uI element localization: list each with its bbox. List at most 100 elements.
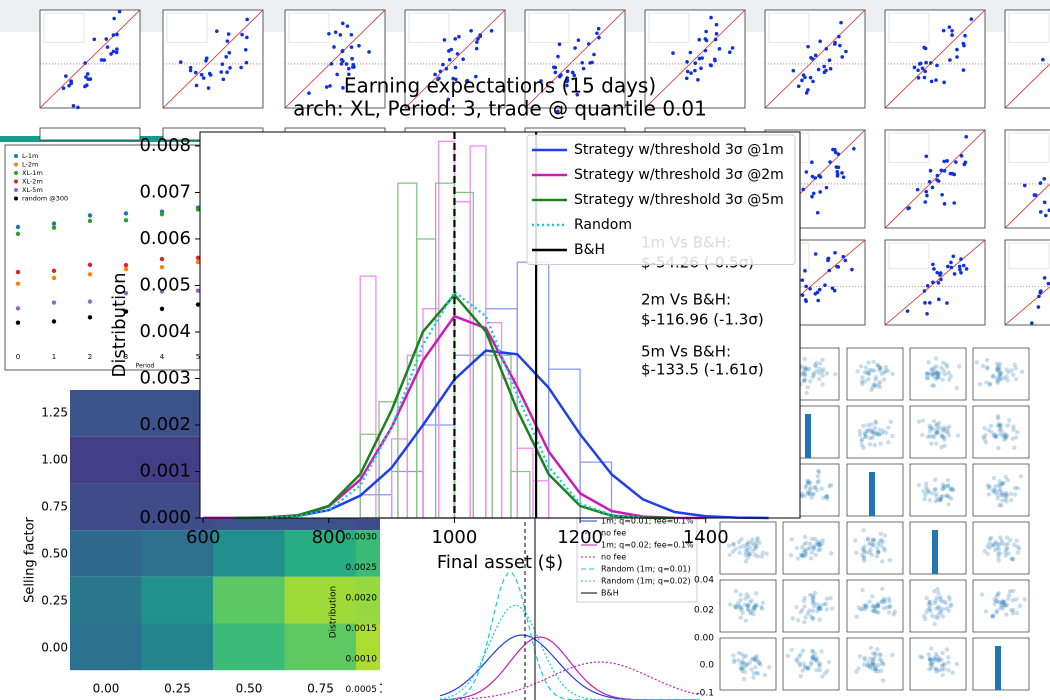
y-tick-label: 0.02 bbox=[694, 606, 714, 616]
pair-dot bbox=[753, 654, 758, 660]
pair-dot bbox=[986, 427, 991, 433]
legend-label: XL-1m bbox=[22, 169, 43, 177]
pair-dot bbox=[933, 657, 939, 662]
thumbnail-dot bbox=[328, 84, 332, 88]
pair-dot bbox=[876, 604, 881, 609]
pair-dot bbox=[814, 360, 819, 366]
pair-dot bbox=[869, 422, 874, 427]
pair-dot bbox=[825, 496, 830, 502]
pair-cell bbox=[846, 579, 904, 633]
thumbnail-frame bbox=[39, 127, 141, 141]
pair-dot bbox=[996, 483, 1001, 488]
pair-dot bbox=[744, 542, 750, 547]
pair-dot bbox=[859, 438, 864, 444]
pair-dot bbox=[931, 435, 937, 440]
thumbnail-dot bbox=[810, 160, 814, 164]
pair-dot bbox=[881, 606, 887, 611]
thumbnail-dot bbox=[178, 60, 183, 64]
thumbnail-dot bbox=[823, 283, 827, 287]
thumbnail bbox=[162, 9, 264, 109]
thumbnail-dot bbox=[220, 62, 225, 66]
pair-dot bbox=[736, 658, 741, 663]
thumbnail-dot bbox=[922, 75, 927, 80]
pair-dot bbox=[999, 538, 1004, 543]
pair-dot bbox=[946, 477, 951, 483]
pair-dot bbox=[743, 549, 749, 554]
pair-dot bbox=[1000, 492, 1005, 497]
pair-dot bbox=[937, 371, 942, 376]
pair-dot bbox=[757, 660, 762, 665]
heatmap-cell bbox=[141, 623, 213, 671]
pair-dot bbox=[805, 480, 811, 485]
pair-dot bbox=[1002, 542, 1008, 547]
pair-dot bbox=[985, 551, 990, 557]
heatmap-cell bbox=[141, 576, 213, 624]
thumbnail-dot bbox=[219, 70, 224, 74]
thumbnail-dot bbox=[556, 54, 560, 59]
pair-dot bbox=[869, 429, 875, 435]
pair-dot bbox=[946, 608, 952, 613]
pair-dot bbox=[753, 657, 758, 663]
x-tick-label: 0.25 bbox=[164, 682, 191, 696]
pair-dot bbox=[870, 661, 876, 666]
pair-dot bbox=[862, 657, 868, 663]
pair-dot bbox=[806, 490, 812, 496]
pair-dot bbox=[935, 370, 940, 375]
thumbnail-dot bbox=[833, 150, 838, 155]
pair-dot bbox=[739, 652, 745, 657]
pair-dot bbox=[872, 538, 877, 543]
thumbnail-dot bbox=[939, 168, 944, 173]
thumbnail-dot bbox=[703, 37, 708, 41]
thumbnail-dot bbox=[963, 33, 967, 38]
x-tick-label: 3 bbox=[124, 353, 128, 361]
pair-dot bbox=[825, 668, 830, 673]
thumbnail-dot bbox=[344, 62, 349, 66]
thumbnail-dot bbox=[714, 32, 719, 36]
thumbnail-dot bbox=[817, 287, 822, 292]
pair-dot bbox=[950, 488, 956, 493]
pair-dot bbox=[858, 364, 864, 369]
pair-dot bbox=[803, 551, 809, 557]
pair-dot bbox=[873, 653, 878, 658]
thumbnail-dot bbox=[800, 293, 805, 297]
thumbnail bbox=[39, 9, 141, 110]
legend-label: XL-2m bbox=[22, 178, 43, 186]
pair-dot bbox=[928, 658, 933, 663]
thumbnail-dot bbox=[931, 280, 935, 285]
pair-dot bbox=[878, 365, 883, 371]
heatmap-cell bbox=[284, 530, 356, 577]
pair-dot bbox=[938, 597, 943, 602]
y-tick-label: 0.005 bbox=[139, 274, 191, 295]
heatmap-cell bbox=[213, 623, 285, 671]
thumbnail-dot bbox=[835, 172, 840, 177]
pair-dot bbox=[868, 427, 873, 432]
thumbnail-dot bbox=[111, 33, 116, 37]
legend-label: random @300 bbox=[22, 195, 68, 203]
pair-dot bbox=[830, 606, 835, 611]
pair-dot bbox=[738, 615, 743, 620]
thumbnail-dot bbox=[438, 69, 443, 74]
pair-dot bbox=[740, 665, 745, 671]
pair-cell bbox=[846, 347, 904, 401]
pair-dot bbox=[806, 666, 811, 671]
pair-dot bbox=[726, 543, 732, 548]
pair-dot bbox=[930, 613, 935, 618]
pair-dot bbox=[816, 605, 822, 611]
pair-dot bbox=[950, 487, 955, 492]
pair-dot bbox=[801, 378, 807, 383]
thumbnail-dot bbox=[565, 83, 569, 88]
pair-dot bbox=[747, 552, 752, 557]
thumbnail-dot bbox=[71, 103, 76, 108]
pair-dot bbox=[816, 539, 822, 544]
pair-dot bbox=[741, 654, 746, 660]
pair-dot bbox=[739, 536, 744, 542]
pair-dot bbox=[745, 603, 751, 609]
pair-dot bbox=[1012, 362, 1018, 367]
pair-dot bbox=[990, 487, 996, 493]
pair-dot bbox=[821, 367, 826, 372]
pair-cell bbox=[972, 405, 1030, 459]
legend-label: Random (1m; q=0.01) bbox=[601, 565, 691, 574]
pair-dot bbox=[933, 651, 939, 656]
thumbnail-dot bbox=[923, 301, 927, 305]
pair-dot bbox=[802, 542, 807, 547]
